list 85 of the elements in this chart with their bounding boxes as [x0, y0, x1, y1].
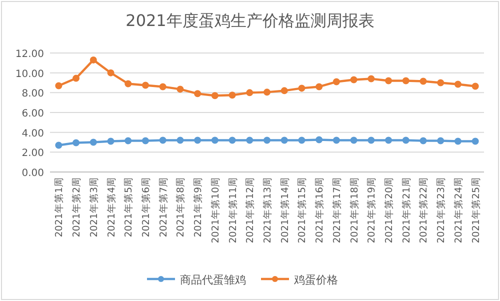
- point: [350, 136, 358, 144]
- x-tick-label: 2021年第9周: [192, 177, 204, 238]
- y-tick-label: 4.00: [22, 128, 44, 140]
- x-tick-label: 2021年第21周: [400, 177, 412, 244]
- point: [264, 136, 270, 144]
- x-tick-label: 2021年第12周: [244, 177, 256, 244]
- y-tick-label: 8.00: [22, 88, 44, 100]
- point: [316, 83, 323, 90]
- title: 2021年度蛋鸡生产价格监测周报表: [126, 11, 374, 30]
- x-tick-label: 2021年第10周: [209, 177, 222, 244]
- point: [159, 83, 166, 90]
- point: [280, 136, 288, 144]
- point: [385, 77, 392, 84]
- x-tick-label: 2021年第3周: [88, 177, 100, 238]
- y-tick-label: 0.00: [22, 168, 44, 179]
- x-tick-label: 2021年第13周: [262, 177, 274, 244]
- point: [332, 136, 340, 144]
- point: [211, 136, 218, 144]
- point: [246, 89, 254, 96]
- x-tick-label: 2021年第5周: [122, 177, 135, 238]
- point: [280, 87, 288, 94]
- point: [246, 136, 254, 144]
- x-tick-label: 2021年第19周: [366, 177, 378, 244]
- x-tick-label: 2021年第24周: [452, 177, 464, 244]
- point: [368, 136, 375, 144]
- point: [402, 136, 410, 144]
- point: [298, 136, 306, 144]
- point: [420, 78, 427, 85]
- point: [72, 139, 80, 146]
- x-tick-label: 2021年第11周: [226, 177, 239, 244]
- point: [437, 79, 444, 86]
- point: [472, 82, 479, 90]
- point: [107, 69, 114, 76]
- y-tick-label: 10.00: [15, 68, 44, 80]
- point: [298, 84, 306, 92]
- point: [142, 82, 149, 89]
- x-tick-label: 2021年第18周: [348, 177, 360, 244]
- point: [211, 92, 218, 100]
- point: [124, 137, 132, 144]
- x-tick-label: 2021年第22周: [418, 177, 430, 244]
- point: [107, 138, 114, 145]
- x-tick-label: 2021年第14周: [278, 177, 291, 244]
- x-tick-label: 2021年第15周: [296, 177, 308, 244]
- x-tick-label: 2021年第8周: [174, 177, 187, 238]
- x-tick-label: 2021年第6周: [140, 177, 152, 238]
- point: [159, 136, 166, 144]
- y-tick-label: 6.00: [22, 108, 44, 120]
- point: [332, 78, 340, 86]
- point: [124, 80, 132, 88]
- point: [194, 90, 202, 98]
- point: [176, 86, 184, 93]
- point: [350, 76, 358, 84]
- x-tick-label: 2021年第23周: [435, 177, 448, 244]
- point: [228, 136, 236, 144]
- point: [316, 136, 323, 144]
- point: [454, 80, 462, 88]
- point: [472, 138, 479, 145]
- point: [420, 137, 427, 144]
- point: [385, 136, 392, 144]
- point: [264, 88, 270, 96]
- point: [437, 137, 444, 144]
- x-tick-label: 2021年第1周: [53, 177, 66, 238]
- point: [55, 82, 62, 90]
- point: [90, 56, 97, 64]
- x-tick-label: 2021年第7周: [157, 177, 170, 238]
- point: [368, 75, 375, 82]
- x-tick-label: 2021年第25周: [470, 177, 482, 244]
- y-tick-label: 12.00: [15, 49, 44, 60]
- point: [55, 142, 62, 149]
- point: [454, 138, 462, 145]
- x-tick-label: 2021年第17周: [330, 177, 343, 244]
- point: [194, 136, 202, 144]
- point: [90, 138, 97, 146]
- x-tick-label: 2021年第2周: [70, 177, 83, 238]
- legend-label: 鸡蛋价格: [293, 274, 338, 286]
- x-tick-label: 2021年第20周: [383, 177, 396, 244]
- y-tick-label: 2.00: [22, 148, 44, 160]
- x-tick-label: 2021年第16周: [314, 177, 326, 244]
- point: [176, 136, 184, 144]
- x-tick-label: 2021年第4周: [105, 177, 118, 238]
- point: [72, 74, 80, 82]
- point: [142, 137, 149, 144]
- legend-label: 商品代蛋雏鸡: [180, 274, 246, 286]
- point: [228, 92, 236, 99]
- point: [402, 77, 410, 84]
